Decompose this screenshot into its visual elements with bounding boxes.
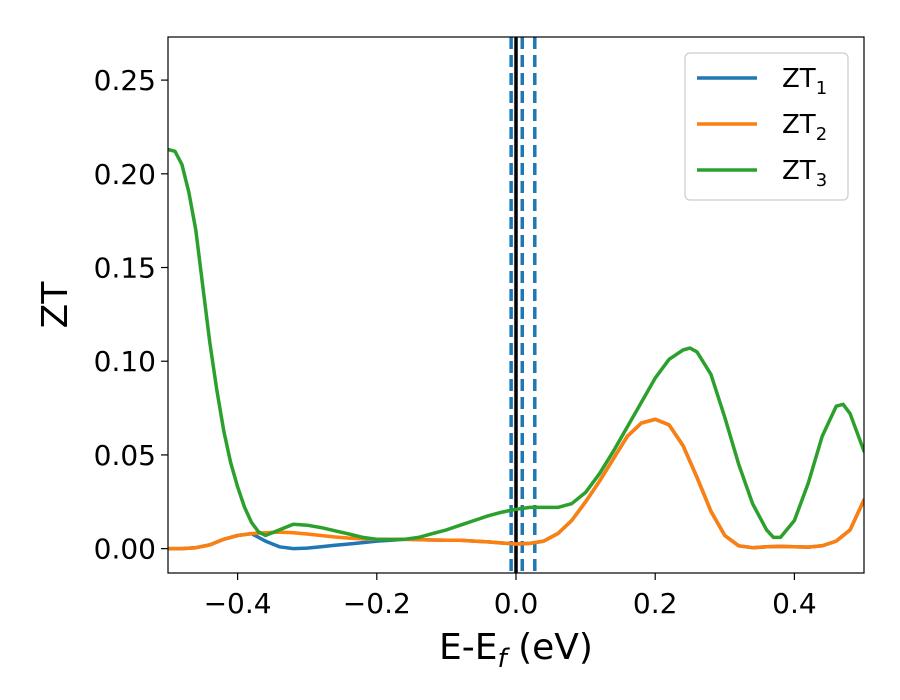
legend: ZT1 ZT2 ZT3: [684, 52, 849, 201]
x-axis-label: E-Ef (eV): [439, 627, 593, 674]
series-lines: [168, 147, 864, 551]
reference-lines: [509, 37, 537, 573]
legend-label: ZT3: [782, 156, 827, 191]
y-axis-ticks: 0.00 0.05 0.10 0.15 0.20 0.25: [94, 64, 168, 566]
x-axis-ticks: −0.4 −0.2 0.0 0.2 0.4: [204, 573, 817, 620]
y-tick-label: 0.15: [94, 252, 156, 285]
legend-label: ZT1: [782, 64, 827, 99]
x-axis-label-unit: (eV): [507, 627, 593, 668]
y-tick-label: 0.00: [94, 533, 156, 566]
x-tick-label: −0.4: [204, 587, 272, 620]
x-tick-label: 0.0: [494, 587, 539, 620]
y-axis-label: ZT: [35, 281, 76, 329]
x-tick-label: 0.4: [772, 587, 817, 620]
y-tick-label: 0.10: [94, 345, 156, 378]
y-tick-label: 0.05: [94, 439, 156, 472]
x-tick-label: −0.2: [343, 587, 411, 620]
series-line-zt3: [168, 147, 864, 542]
y-tick-label: 0.20: [94, 158, 156, 191]
series-line-zt2: [168, 417, 864, 551]
x-axis-label-main: E-E: [439, 627, 497, 668]
legend-box: [684, 52, 849, 201]
legend-label: ZT2: [782, 110, 827, 145]
x-tick-label: 0.2: [633, 587, 678, 620]
y-tick-label: 0.25: [94, 64, 156, 97]
